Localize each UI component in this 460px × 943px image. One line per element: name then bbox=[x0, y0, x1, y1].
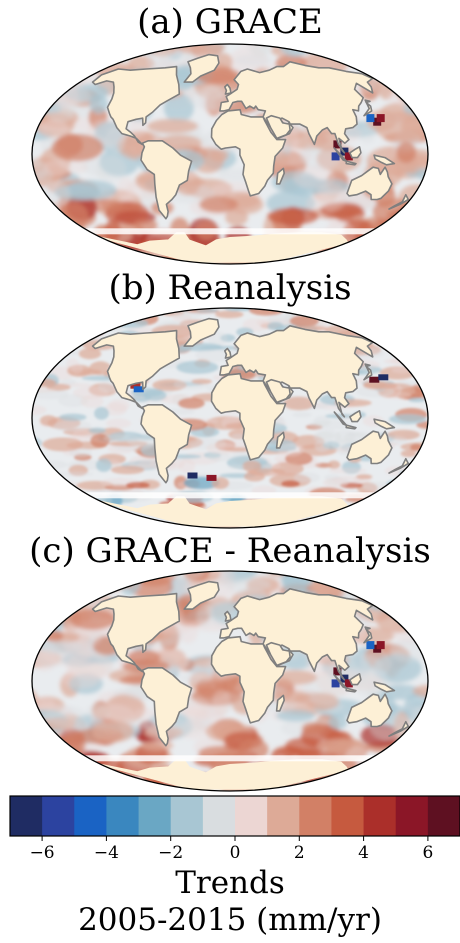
colorbar-segment bbox=[427, 796, 460, 836]
colorbar-segment bbox=[235, 796, 268, 836]
colorbar: −6 −4 −2 0 2 4 6 bbox=[9, 795, 460, 863]
colorbar-segment bbox=[395, 796, 429, 836]
colorbar-tick-label: 2 bbox=[294, 843, 305, 863]
panel-b-title: (b) Reanalysis bbox=[108, 268, 352, 308]
panel-a-map bbox=[28, 40, 432, 268]
panel-c-map bbox=[28, 567, 432, 795]
colorbar-tick-label: 4 bbox=[358, 843, 369, 863]
colorbar-segment bbox=[74, 796, 107, 836]
colorbar-label-line2: 2005-2015 (mm/yr) bbox=[78, 902, 382, 938]
panel-a-title: (a) GRACE bbox=[137, 2, 323, 42]
colorbar-segment bbox=[267, 796, 300, 836]
colorbar-segment bbox=[170, 796, 204, 836]
panel-c-title: (c) GRACE - Reanalysis bbox=[29, 531, 431, 571]
colorbar-tick-label: 6 bbox=[422, 843, 433, 863]
colorbar-segment bbox=[363, 796, 397, 836]
colorbar-segment bbox=[42, 796, 75, 836]
colorbar-segment bbox=[138, 796, 172, 836]
colorbar-segment bbox=[10, 796, 43, 836]
colorbar-tick-label: −4 bbox=[94, 843, 119, 863]
panel-b-map bbox=[28, 304, 432, 532]
colorbar-segment bbox=[331, 796, 365, 836]
colorbar-tick-label: 0 bbox=[230, 843, 241, 863]
colorbar-label-line1: Trends bbox=[175, 865, 285, 901]
colorbar-tick-label: −6 bbox=[30, 843, 55, 863]
colorbar-tick-label: −2 bbox=[158, 843, 183, 863]
colorbar-segment bbox=[202, 796, 236, 836]
colorbar-segment bbox=[299, 796, 332, 836]
colorbar-segment bbox=[106, 796, 140, 836]
